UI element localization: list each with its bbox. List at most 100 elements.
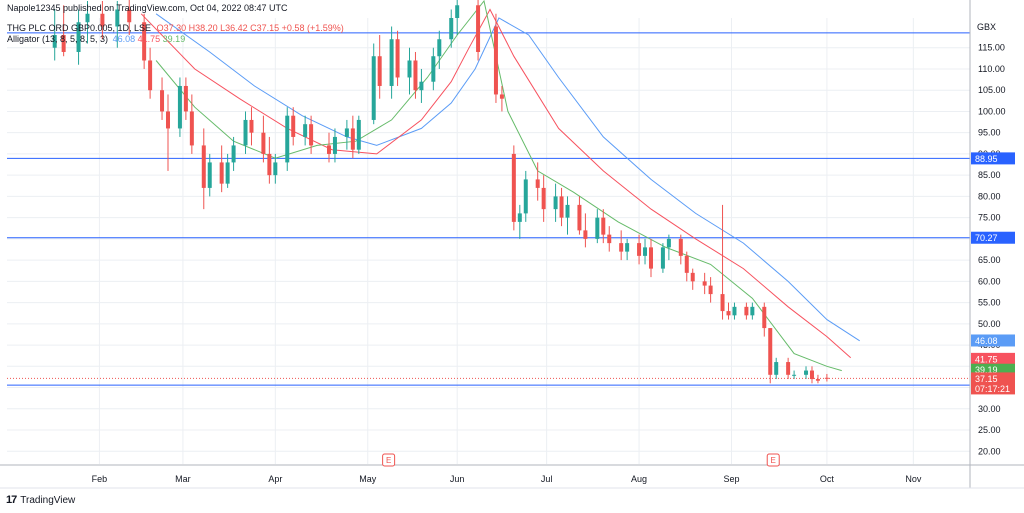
earnings-marker-label: E	[386, 456, 391, 465]
x-tick-label: May	[359, 474, 377, 484]
candle-body	[535, 179, 540, 188]
candle-body	[350, 128, 355, 150]
candle-body	[643, 247, 648, 256]
brand-text: TradingView	[20, 494, 76, 506]
candle-body	[413, 60, 418, 91]
published-line: Napole12345 published on TradingView.com…	[7, 3, 288, 13]
candle-body	[517, 213, 522, 222]
candle-body	[523, 179, 528, 214]
candle-body	[207, 162, 212, 188]
candle-body	[762, 306, 767, 329]
y-tick-label: 95.00	[978, 128, 1001, 138]
candle-body	[142, 22, 147, 61]
candle-body	[583, 230, 588, 239]
candle-body	[768, 328, 773, 375]
candle-body	[431, 56, 436, 82]
candle-body	[177, 85, 182, 129]
x-tick-label: Feb	[92, 474, 108, 484]
candle-body	[273, 162, 278, 176]
last-price-label-bg	[971, 372, 1015, 395]
candle-body	[356, 119, 361, 150]
earnings-marker	[766, 453, 780, 467]
candle-body	[744, 306, 749, 316]
candle-body	[395, 39, 400, 78]
candle-body	[726, 311, 731, 316]
countdown-label: 07:17:21	[975, 384, 1010, 394]
candle-body	[303, 124, 308, 137]
candle-body	[201, 145, 206, 188]
candle-body	[708, 285, 713, 295]
chart-grid	[7, 18, 970, 464]
candle-body	[565, 204, 570, 218]
candle-body	[792, 374, 797, 376]
candle-body	[377, 56, 382, 86]
candle-body	[449, 18, 454, 40]
candle-body	[619, 243, 624, 252]
candle-body	[577, 204, 582, 231]
ohlc-text: O37.30 H38.20 L36.42 C37.15 +0.58 (+1.59…	[156, 23, 344, 33]
x-tick-label: Oct	[820, 474, 835, 484]
candle-body	[148, 60, 153, 91]
candle-body	[541, 187, 546, 210]
candle-body	[225, 162, 230, 184]
candle-body	[553, 196, 558, 210]
candle-body	[499, 94, 504, 99]
indicator-teeth-value: 41.75	[137, 34, 161, 44]
candle-body	[231, 145, 236, 163]
candle-body	[309, 124, 314, 146]
price-labels: 88.9570.2735.5646.0841.7539.1937.1507:17…	[971, 152, 1015, 395]
candle-body	[52, 34, 57, 48]
candle-body	[326, 145, 331, 154]
candle-body	[815, 379, 820, 381]
candle-body	[219, 162, 224, 184]
candle-body	[389, 39, 394, 86]
candle-body	[660, 247, 665, 269]
y-tick-label: 115.00	[978, 43, 1005, 53]
y-tick-label: 55.00	[978, 298, 1001, 308]
candle-body	[601, 217, 606, 235]
x-tick-label: Nov	[905, 474, 922, 484]
candle-body	[243, 119, 248, 146]
candle-body	[786, 362, 791, 375]
x-tick-label: Sep	[723, 474, 739, 484]
alligator-lips-line	[155, 0, 842, 372]
tradingview-mark-icon: 17	[6, 494, 17, 506]
x-tick-label: Jul	[541, 474, 553, 484]
candle-body	[595, 217, 600, 239]
indicator-name: Alligator (13, 8, 5, 8, 5, 3)	[7, 34, 109, 44]
candle-body	[407, 60, 412, 78]
candle-body	[750, 306, 755, 316]
candle-body	[809, 370, 814, 380]
y-tick-label: 60.00	[978, 276, 1001, 286]
y-tick-label: 105.00	[978, 85, 1006, 95]
candle-body	[160, 90, 165, 112]
candle-body	[332, 136, 337, 154]
candle-body	[774, 362, 779, 375]
level-label: 70.27	[975, 233, 998, 243]
candle-body	[476, 5, 481, 52]
candle-body	[720, 294, 725, 312]
last-price-label: 37.15	[975, 374, 998, 384]
y-tick-label: 75.00	[978, 213, 1001, 223]
x-tick-label: Jun	[450, 474, 465, 484]
candles	[52, 0, 829, 384]
candle-body	[285, 115, 290, 163]
candle-body	[678, 238, 683, 256]
tradingview-logo[interactable]: 17 TradingView	[6, 494, 75, 506]
candle-body	[189, 111, 194, 146]
earnings-marker	[382, 453, 396, 467]
candle-body	[127, 9, 132, 23]
axes: GBX20.0025.0030.0035.0040.0045.0050.0055…	[0, 0, 1024, 489]
candle-body	[291, 115, 296, 137]
candle-body	[559, 196, 564, 218]
candle-body	[732, 306, 737, 316]
candle-body	[61, 34, 66, 52]
candle-body	[115, 9, 120, 27]
candle-body	[249, 119, 254, 133]
y-tick-label: 100.00	[978, 106, 1006, 116]
y-tick-label: 30.00	[978, 404, 1001, 414]
y-tick-label: 50.00	[978, 319, 1001, 329]
candle-body	[183, 85, 188, 112]
candle-body	[100, 13, 105, 27]
